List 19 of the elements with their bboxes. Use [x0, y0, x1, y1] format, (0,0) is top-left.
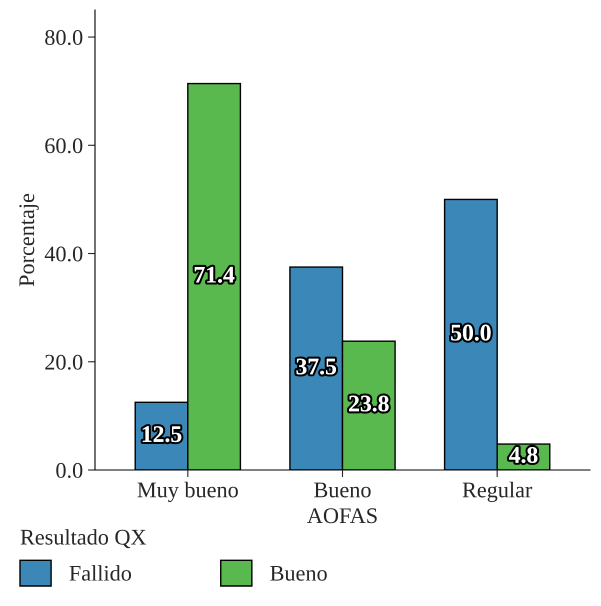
x-tick-label: Bueno	[314, 482, 371, 498]
data-label: 37.5	[296, 358, 336, 375]
data-label: 4.8	[509, 446, 538, 464]
x-tick-label: Regular	[462, 482, 532, 502]
x-tick-label: Muy bueno	[138, 482, 238, 502]
data-label: 23.8	[349, 396, 389, 412]
y-tick-label: 0.0	[56, 462, 82, 478]
data-label: 50.0	[451, 324, 491, 341]
x-axis-title: AOFAS	[307, 508, 377, 524]
legend-label: Fallido	[70, 565, 132, 581]
y-tick-label: 80.0	[45, 30, 82, 46]
y-tick-label: 20.0	[45, 354, 82, 370]
y-tick-label: 40.0	[44, 246, 82, 262]
legend-label: Bueno	[270, 566, 327, 581]
y-axis-title: Porcentaje	[19, 194, 39, 286]
legend-title: Resultado QX	[20, 529, 146, 548]
y-tick-label: 60.0	[45, 138, 82, 154]
data-label: 71.4	[194, 266, 234, 283]
data-label: 12.5	[142, 426, 182, 442]
